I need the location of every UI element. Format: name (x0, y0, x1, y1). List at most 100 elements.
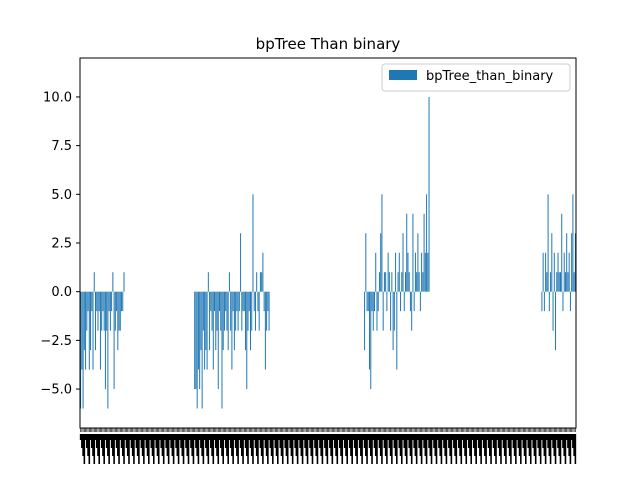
bar (111, 291, 113, 312)
bar (403, 291, 405, 312)
bar (232, 291, 234, 312)
bar (205, 291, 207, 351)
bar (428, 96, 430, 292)
bar (117, 291, 119, 351)
y-tick-label: −5.0 (40, 383, 72, 398)
bar (221, 291, 223, 409)
bar (104, 291, 106, 390)
bar (114, 291, 116, 331)
bar (564, 272, 566, 292)
bar (385, 272, 387, 292)
bar (569, 291, 571, 312)
bar (197, 291, 199, 370)
bar (574, 233, 576, 292)
bar (573, 272, 575, 292)
bar (400, 291, 402, 312)
bar (236, 291, 238, 312)
bar (251, 291, 253, 331)
bar (95, 291, 96, 351)
bar (386, 291, 388, 312)
bar (416, 272, 418, 292)
bar (228, 272, 230, 292)
bar (237, 291, 239, 331)
bar (88, 291, 90, 370)
bar (426, 194, 428, 292)
bar (376, 291, 378, 331)
bar (383, 272, 385, 292)
bar (209, 291, 211, 351)
bar (388, 272, 390, 292)
bar (87, 291, 89, 312)
bar (245, 291, 247, 351)
bar (252, 194, 254, 292)
bar (555, 291, 557, 351)
bar (268, 291, 270, 331)
bar (548, 291, 550, 312)
bar (566, 233, 568, 292)
legend-label: bpTree_than_binary (426, 69, 554, 84)
bar (222, 291, 224, 351)
bar (390, 291, 392, 331)
y-tick-label: 5.0 (51, 188, 72, 203)
bar (122, 291, 124, 312)
bar (378, 272, 380, 292)
bar (81, 291, 83, 370)
bar (405, 272, 406, 292)
bar (263, 291, 265, 312)
bar (423, 213, 425, 292)
bar (250, 291, 251, 351)
bar (374, 291, 375, 312)
bar (406, 213, 408, 292)
bar (97, 291, 99, 331)
bar (108, 291, 110, 312)
bar (258, 291, 260, 331)
bar (83, 291, 85, 351)
bar (207, 272, 209, 292)
y-tick-label: −2.5 (40, 334, 72, 349)
bar (550, 272, 552, 292)
bar (419, 291, 421, 312)
bar (391, 272, 393, 292)
bar (395, 252, 397, 292)
bar (225, 291, 227, 312)
bar (241, 291, 243, 331)
bar (552, 291, 554, 331)
bar (377, 291, 379, 312)
bar (206, 291, 208, 370)
y-tick-label: 7.5 (51, 139, 72, 154)
bar (567, 272, 569, 292)
bar (219, 291, 220, 312)
bar (243, 291, 245, 312)
bar (200, 291, 202, 351)
bar (369, 291, 371, 370)
bar (214, 291, 216, 312)
bar (546, 272, 548, 292)
bar (123, 272, 125, 292)
bar (366, 291, 368, 312)
plot-area (79, 57, 577, 429)
bar (375, 252, 377, 292)
y-axis-ticks: −5.0 −2.5 0.0 2.5 5.0 7.5 10.0 (40, 90, 80, 398)
bar (396, 291, 398, 370)
bar (547, 194, 549, 292)
x-axis-ticks (79, 428, 577, 464)
bar (98, 291, 100, 312)
bar (202, 291, 204, 331)
legend: bpTree_than_binary (381, 63, 571, 92)
bar (254, 291, 256, 331)
bar (417, 233, 419, 292)
bar (398, 252, 400, 292)
bar (262, 252, 264, 292)
bar (215, 291, 217, 351)
bar (421, 252, 423, 292)
bar (235, 291, 237, 331)
bar (424, 252, 426, 292)
bar-series (80, 96, 576, 409)
bar (418, 272, 420, 292)
bar (93, 272, 95, 292)
bar (99, 291, 101, 370)
bar (106, 291, 108, 331)
bar (365, 233, 367, 292)
bar (411, 291, 413, 331)
bar (427, 252, 429, 292)
